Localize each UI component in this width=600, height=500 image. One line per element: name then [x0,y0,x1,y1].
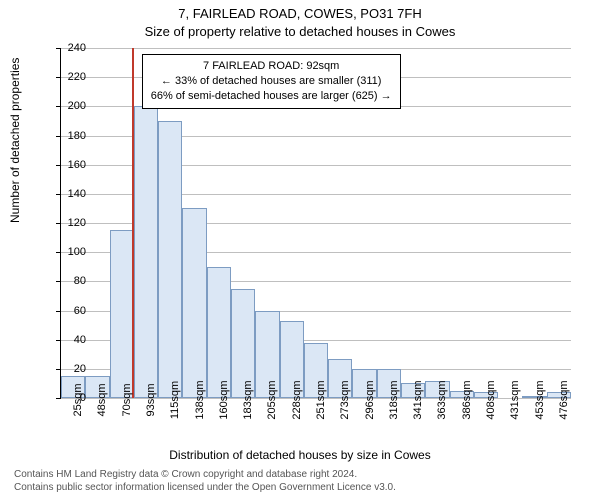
ytick-label: 100 [46,246,86,258]
info-line2: ← 33% of detached houses are smaller (31… [151,74,392,89]
x-axis-label: Distribution of detached houses by size … [0,448,600,462]
gridline [61,48,571,49]
plot-area: 7 FAIRLEAD ROAD: 92sqm← 33% of detached … [60,48,571,399]
xtick-label: 228sqm [291,380,303,419]
ytick-label: 140 [46,188,86,200]
xtick-label: 318sqm [388,380,400,419]
footer-line1: Contains HM Land Registry data © Crown c… [14,469,396,482]
xtick-label: 183sqm [242,380,254,419]
ytick-label: 20 [46,363,86,375]
xtick-label: 115sqm [169,381,181,419]
xtick-label: 431sqm [509,380,521,419]
xtick-label: 160sqm [218,380,230,419]
ytick-label: 60 [46,305,86,317]
xtick-label: 138sqm [194,380,206,419]
xtick-label: 273sqm [339,380,351,419]
ytick-label: 240 [46,42,86,54]
histogram-bar [134,106,158,398]
ytick-label: 180 [46,130,86,142]
xtick-label: 363sqm [436,380,448,419]
chart-title-subtitle: Size of property relative to detached ho… [0,24,600,39]
marker-line [132,48,134,398]
ytick-label: 160 [46,159,86,171]
xtick-label: 341sqm [412,380,424,419]
info-line1: 7 FAIRLEAD ROAD: 92sqm [151,59,392,74]
histogram-bar [207,267,231,398]
xtick-label: 296sqm [364,380,376,419]
marker-info-box: 7 FAIRLEAD ROAD: 92sqm← 33% of detached … [142,54,401,109]
histogram-chart: 7, FAIRLEAD ROAD, COWES, PO31 7FH Size o… [0,0,600,500]
xtick-label: 70sqm [121,383,133,416]
footer-attribution: Contains HM Land Registry data © Crown c… [14,469,396,494]
footer-line2: Contains public sector information licen… [14,482,396,495]
ytick-label: 40 [46,334,86,346]
xtick-label: 476sqm [558,380,570,419]
xtick-label: 386sqm [461,380,473,419]
info-line3: 66% of semi-detached houses are larger (… [151,89,392,104]
xtick-label: 408sqm [485,380,497,419]
ytick-label: 80 [46,275,86,287]
histogram-bar [158,121,182,398]
xtick-label: 48sqm [96,383,108,416]
xtick-label: 25sqm [72,383,84,416]
xtick-label: 251sqm [315,380,327,419]
xtick-label: 453sqm [534,380,546,419]
ytick-label: 220 [46,71,86,83]
xtick-label: 205sqm [266,380,278,419]
ytick-label: 120 [46,217,86,229]
ytick-label: 200 [46,100,86,112]
chart-title-address: 7, FAIRLEAD ROAD, COWES, PO31 7FH [0,6,600,21]
y-axis-label: Number of detached properties [8,58,22,223]
histogram-bar [182,208,206,398]
xtick-label: 93sqm [145,383,157,416]
histogram-bar [110,230,134,398]
